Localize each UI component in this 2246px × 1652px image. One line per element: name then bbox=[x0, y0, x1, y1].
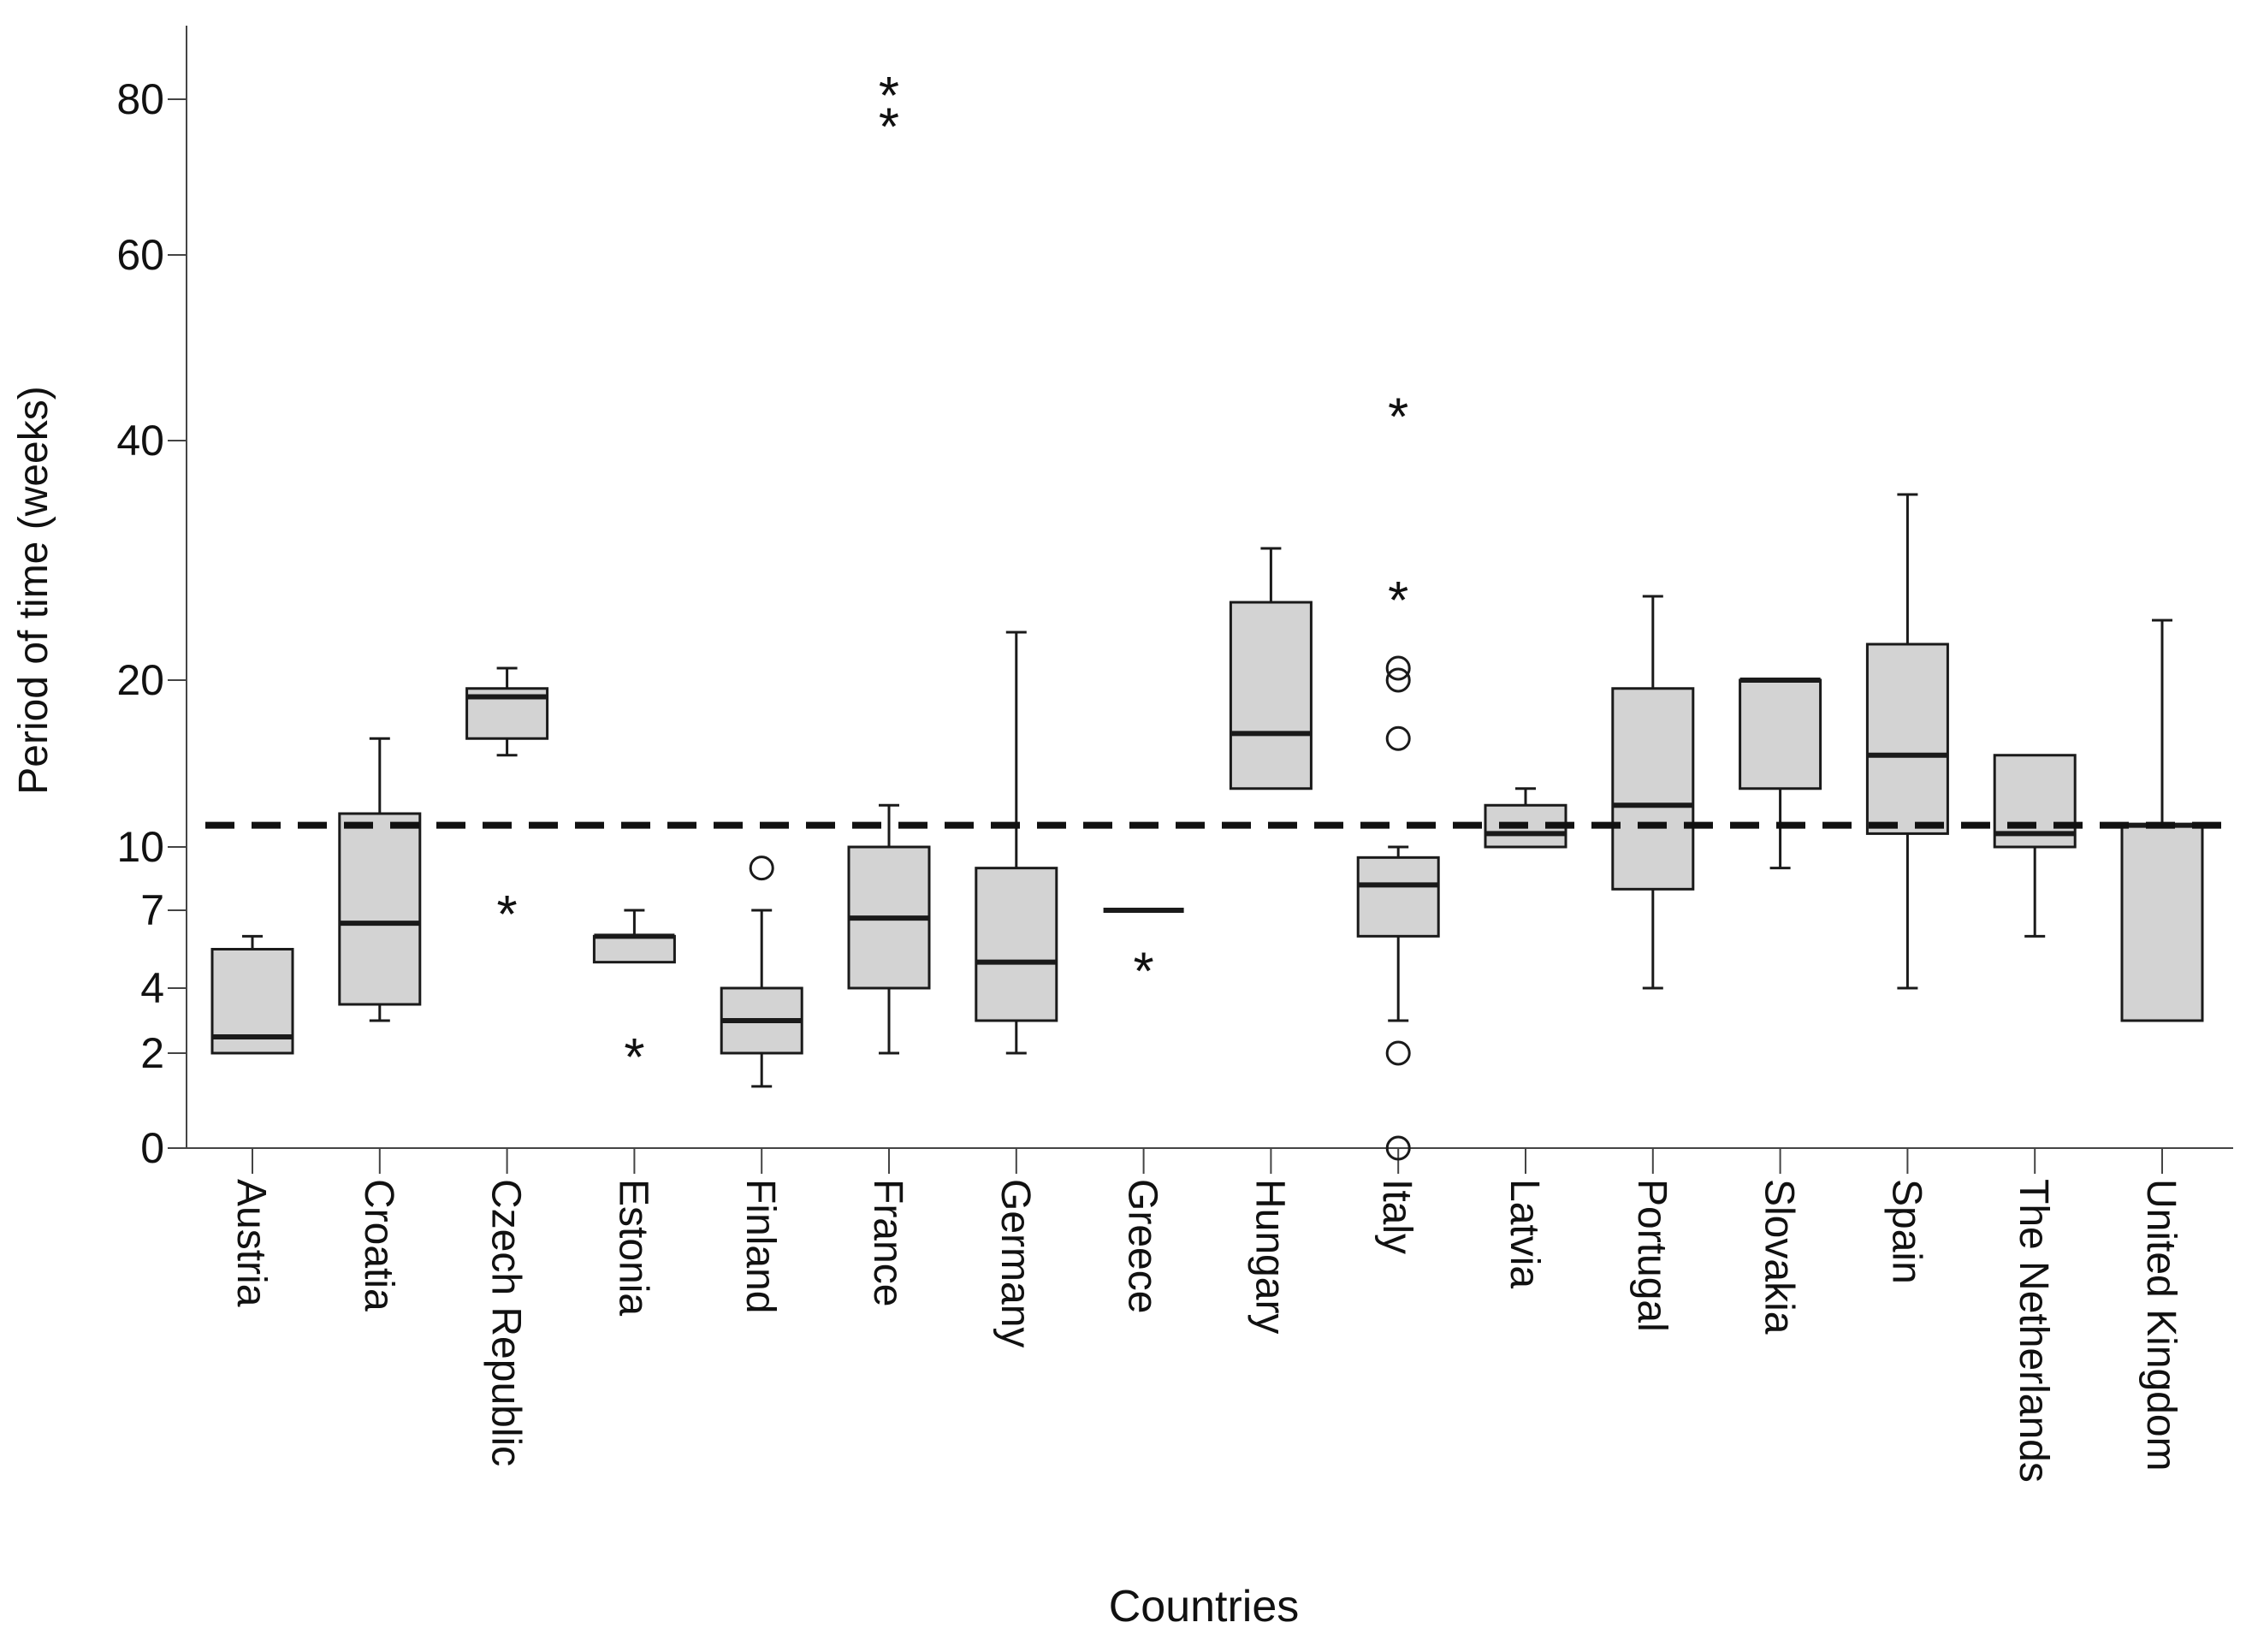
extreme-point: * bbox=[1388, 571, 1408, 631]
box-finland bbox=[720, 856, 803, 1088]
x-tick-label: Austria bbox=[228, 1179, 274, 1307]
axes bbox=[186, 26, 2233, 1149]
extreme-point: * bbox=[879, 98, 899, 157]
box-spain bbox=[1865, 493, 1949, 990]
box-the-netherlands bbox=[1993, 754, 2077, 938]
box-portugal bbox=[1611, 595, 1695, 990]
x-tick-label: Estonia bbox=[610, 1179, 655, 1316]
outlier-point bbox=[1385, 667, 1411, 693]
x-axis-label: Countries bbox=[1109, 1582, 1300, 1631]
x-tick-label: United Kingdom bbox=[2138, 1179, 2184, 1471]
y-axis-label: Period of time (weeks) bbox=[11, 386, 56, 795]
x-tick-label: France bbox=[865, 1179, 910, 1306]
x-tick-label: Finland bbox=[738, 1179, 783, 1313]
y-tick-label: 80 bbox=[116, 75, 164, 123]
iqr-box bbox=[975, 867, 1058, 1022]
x-tick-label: Latvia bbox=[1502, 1179, 1547, 1288]
box-germany bbox=[975, 631, 1058, 1055]
extreme-point: * bbox=[879, 67, 899, 126]
x-tick-label: Greece bbox=[1120, 1179, 1165, 1313]
box-france: ** bbox=[847, 67, 931, 1055]
x-tick-label: Czech Republic bbox=[483, 1179, 529, 1466]
x-axis-ticks: Austria Croatia Czech Republic Estonia Finla… bbox=[228, 1148, 2184, 1483]
box-austria bbox=[210, 934, 294, 1055]
y-tick-label: 2 bbox=[140, 1029, 164, 1077]
outlier-point bbox=[1385, 1040, 1411, 1066]
x-tick-label: Germany bbox=[993, 1179, 1038, 1347]
outlier-point bbox=[1385, 1135, 1411, 1161]
x-tick-label: Portugal bbox=[1629, 1179, 1674, 1332]
box-united-kingdom bbox=[2120, 619, 2204, 1022]
boxes: ******* bbox=[210, 67, 2204, 1161]
y-axis-ticks: 0 2 4 7 10 20 40 60 80 bbox=[116, 75, 187, 1172]
box-italy: ** bbox=[1356, 388, 1440, 1161]
outlier-point bbox=[1385, 655, 1411, 681]
box-estonia: * bbox=[592, 909, 676, 1087]
iqr-box bbox=[1611, 687, 1695, 891]
extreme-point: * bbox=[1388, 388, 1408, 447]
outlier-point bbox=[749, 856, 774, 881]
extreme-point: * bbox=[497, 885, 518, 944]
x-tick-label: Italy bbox=[1374, 1179, 1419, 1254]
iqr-box bbox=[1865, 642, 1949, 835]
box-greece: * bbox=[1103, 908, 1184, 1002]
iqr-box bbox=[2120, 824, 2204, 1022]
box-croatia bbox=[338, 737, 422, 1022]
box-slovakia bbox=[1739, 678, 1822, 870]
box-hungary bbox=[1229, 547, 1313, 790]
y-tick-label: 20 bbox=[116, 656, 164, 704]
iqr-box bbox=[1739, 678, 1822, 790]
iqr-box bbox=[1229, 601, 1313, 790]
outlier-point bbox=[1385, 725, 1411, 751]
x-tick-label: The Netherlands bbox=[2011, 1179, 2056, 1483]
x-tick-label: Spain bbox=[1883, 1179, 1929, 1284]
iqr-box bbox=[338, 812, 422, 1006]
y-tick-label: 60 bbox=[116, 231, 164, 279]
x-tick-label: Croatia bbox=[356, 1179, 401, 1312]
y-tick-label: 7 bbox=[140, 886, 164, 934]
iqr-box bbox=[592, 934, 676, 964]
extreme-point: * bbox=[624, 1028, 644, 1087]
x-tick-label: Hungary bbox=[1247, 1179, 1292, 1334]
box-latvia bbox=[1484, 787, 1567, 849]
extreme-point: * bbox=[1134, 943, 1154, 1002]
iqr-box bbox=[1356, 856, 1440, 938]
box-czech-republic: * bbox=[465, 666, 549, 944]
y-tick-label: 40 bbox=[116, 417, 164, 465]
y-tick-label: 0 bbox=[140, 1124, 164, 1172]
y-tick-label: 4 bbox=[140, 964, 164, 1012]
x-tick-label: Slovakia bbox=[1757, 1179, 1802, 1335]
y-tick-label: 10 bbox=[116, 823, 164, 871]
